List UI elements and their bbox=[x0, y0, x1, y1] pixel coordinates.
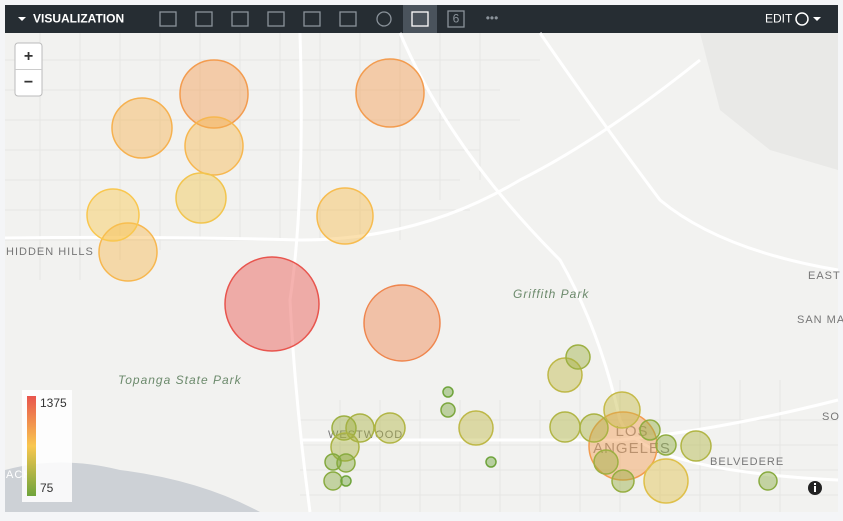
bubble[interactable] bbox=[458, 410, 494, 446]
bubble[interactable] bbox=[224, 256, 320, 352]
collapse-arrow[interactable] bbox=[18, 17, 26, 21]
bubble[interactable] bbox=[639, 419, 661, 441]
scatter-icon[interactable] bbox=[267, 11, 285, 27]
bubble[interactable] bbox=[111, 97, 173, 159]
bubble[interactable] bbox=[655, 434, 677, 456]
place-label: SAN MA bbox=[797, 314, 843, 326]
info-glyph bbox=[814, 486, 816, 492]
vis-type-icons bbox=[159, 11, 392, 27]
place-label: BELVEDERE bbox=[710, 456, 784, 468]
bubble[interactable] bbox=[316, 187, 374, 245]
park-label: Griffith Park bbox=[513, 287, 589, 301]
edit-button[interactable]: EDIT bbox=[765, 12, 793, 26]
edit-arrow[interactable] bbox=[813, 17, 821, 21]
bubble[interactable] bbox=[355, 58, 425, 128]
terrain bbox=[600, 33, 838, 170]
bubble[interactable] bbox=[184, 116, 244, 176]
bubble[interactable] bbox=[579, 413, 609, 443]
more-icon[interactable]: ••• bbox=[486, 11, 499, 25]
map: HIDDEN HILLS Griffith Park Topanga State… bbox=[4, 32, 843, 513]
area-icon[interactable] bbox=[339, 11, 357, 27]
bubble[interactable] bbox=[442, 386, 454, 398]
gear-icon[interactable] bbox=[795, 12, 809, 26]
bubble[interactable] bbox=[603, 391, 641, 429]
bubble[interactable] bbox=[593, 449, 619, 475]
map-icon bbox=[411, 11, 429, 27]
pie-icon[interactable] bbox=[376, 11, 392, 27]
bubble[interactable] bbox=[549, 411, 581, 443]
bubble[interactable] bbox=[330, 432, 360, 462]
bubble[interactable] bbox=[440, 402, 456, 418]
bubble[interactable] bbox=[680, 430, 712, 462]
bubble[interactable] bbox=[363, 284, 441, 362]
legend-gradient bbox=[27, 396, 36, 496]
bubble[interactable] bbox=[340, 475, 352, 487]
bubble[interactable] bbox=[611, 469, 635, 493]
toolbar-title: VISUALIZATION bbox=[33, 12, 124, 26]
single-value-icon[interactable] bbox=[447, 10, 465, 28]
highways bbox=[4, 32, 839, 513]
legend-min: 75 bbox=[40, 481, 54, 495]
bubble[interactable] bbox=[336, 453, 356, 473]
bubble[interactable] bbox=[98, 222, 158, 282]
bubble[interactable] bbox=[485, 456, 497, 468]
bubble[interactable] bbox=[175, 172, 227, 224]
column-icon[interactable] bbox=[195, 11, 213, 27]
place-label: SO bbox=[822, 411, 840, 423]
zoom-in[interactable]: + bbox=[24, 48, 33, 65]
bubble[interactable] bbox=[758, 471, 778, 491]
park-label: Topanga State Park bbox=[118, 373, 242, 387]
bubble[interactable] bbox=[324, 453, 342, 471]
bubble[interactable] bbox=[547, 357, 583, 393]
zoom-out[interactable]: − bbox=[24, 74, 33, 91]
bubble[interactable] bbox=[86, 188, 140, 242]
bubble[interactable] bbox=[565, 344, 591, 370]
info-glyph bbox=[814, 483, 816, 485]
map-tab-active[interactable] bbox=[403, 5, 437, 33]
legend-max: 1375 bbox=[40, 396, 67, 410]
bubble[interactable] bbox=[374, 412, 406, 444]
line-icon[interactable] bbox=[303, 11, 321, 27]
map-labels: HIDDEN HILLS Griffith Park Topanga State… bbox=[6, 246, 843, 481]
bubble[interactable] bbox=[323, 471, 343, 491]
place-label: EAST L bbox=[808, 270, 843, 282]
place-label: HIDDEN HILLS bbox=[6, 246, 94, 258]
bar-icon[interactable] bbox=[231, 11, 249, 27]
bubble[interactable] bbox=[179, 59, 249, 129]
bubble-layer bbox=[86, 58, 778, 504]
tab-number: 6 bbox=[453, 12, 460, 26]
table-icon[interactable] bbox=[159, 11, 177, 27]
bubble[interactable] bbox=[643, 458, 689, 504]
map-background bbox=[5, 33, 838, 512]
